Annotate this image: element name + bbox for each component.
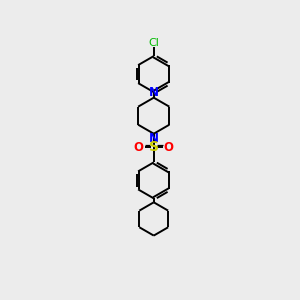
Text: Cl: Cl <box>148 38 159 48</box>
Text: O: O <box>164 141 174 154</box>
Text: N: N <box>149 86 159 99</box>
Text: S: S <box>149 140 159 154</box>
Text: O: O <box>134 141 144 154</box>
Text: N: N <box>149 132 159 145</box>
